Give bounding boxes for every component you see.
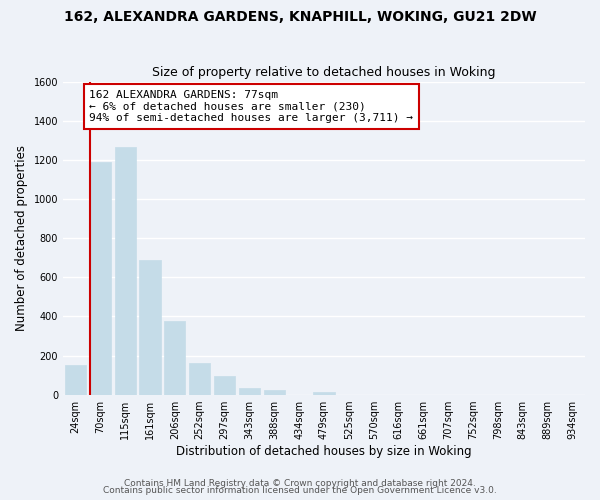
Title: Size of property relative to detached houses in Woking: Size of property relative to detached ho… (152, 66, 496, 80)
Bar (139, 260, 161, 394)
Bar (264, 390, 285, 394)
Text: Contains HM Land Registry data © Crown copyright and database right 2024.: Contains HM Land Registry data © Crown c… (124, 478, 476, 488)
Bar (115, 148, 136, 394)
Text: 162, ALEXANDRA GARDENS, KNAPHILL, WOKING, GU21 2DW: 162, ALEXANDRA GARDENS, KNAPHILL, WOKING… (64, 10, 536, 24)
Text: 162 ALEXANDRA GARDENS: 77sqm
← 6% of detached houses are smaller (230)
94% of se: 162 ALEXANDRA GARDENS: 77sqm ← 6% of det… (89, 90, 413, 123)
Bar (239, 388, 260, 394)
Bar (214, 376, 235, 394)
Bar (189, 362, 211, 394)
Y-axis label: Number of detached properties: Number of detached properties (15, 146, 28, 332)
Bar (164, 322, 185, 394)
Bar (65, 366, 86, 394)
Text: Contains public sector information licensed under the Open Government Licence v3: Contains public sector information licen… (103, 486, 497, 495)
Bar (313, 392, 335, 394)
Bar (90, 162, 111, 394)
X-axis label: Distribution of detached houses by size in Woking: Distribution of detached houses by size … (176, 444, 472, 458)
